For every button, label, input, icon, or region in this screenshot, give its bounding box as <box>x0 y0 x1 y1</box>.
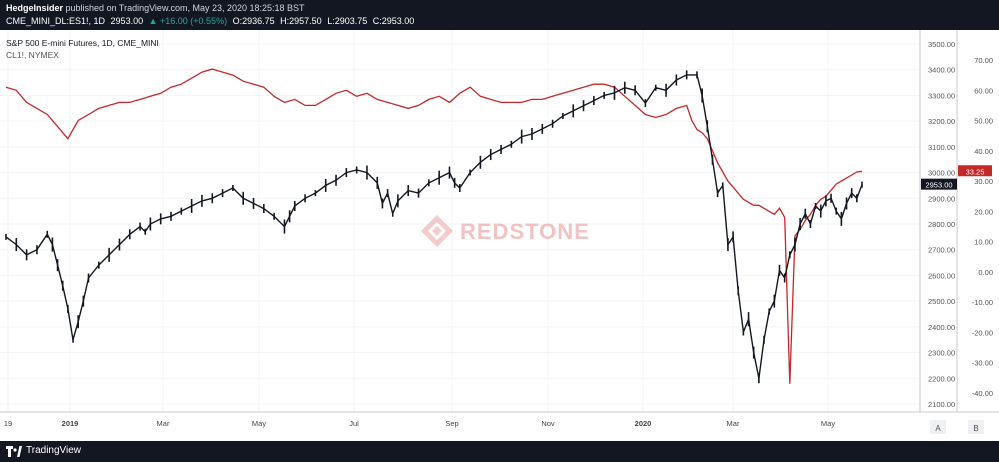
secondary-tick-label: 50.00 <box>974 117 993 126</box>
x-tick-label: Sep <box>445 419 458 428</box>
cl-series-line <box>5 68 863 384</box>
scale-button-b-label: B <box>973 424 978 433</box>
x-tick-label: 2019 <box>62 419 79 428</box>
primary-tick-label: 3200.00 <box>928 117 955 126</box>
cl-series-layer <box>5 68 863 384</box>
x-tick-label: May <box>252 419 266 428</box>
primary-tick-label: 2200.00 <box>928 374 955 383</box>
publish-text: published on TradingView.com, May 23, 20… <box>65 3 305 13</box>
low-value: L:2903.75 <box>327 16 368 26</box>
primary-tick-label: 2400.00 <box>928 323 955 332</box>
primary-tick-label: 2600.00 <box>928 271 955 280</box>
primary-tick-label: 2800.00 <box>928 220 955 229</box>
secondary-tick-label: 70.00 <box>974 56 993 65</box>
ohlc-line: CME_MINI_DL:ES1!, 1D 2953.00 ▲ +16.00 (+… <box>6 16 417 26</box>
redstone-watermark-text: REDSTONE <box>460 219 590 244</box>
x-tick-label: Nov <box>541 419 555 428</box>
author-name[interactable]: HedgeInsider <box>6 3 64 13</box>
secondary-tick-label: -30.00 <box>972 359 993 368</box>
x-tick-label: Mar <box>727 419 740 428</box>
secondary-tick-label: -40.00 <box>972 389 993 398</box>
last-value-badges: 33.25 2953.00 <box>921 165 992 190</box>
es-last-badge-text: 2953.00 <box>925 181 952 190</box>
tradingview-logo-icon <box>6 446 22 457</box>
footer-bar: TradingView <box>0 441 999 462</box>
primary-tick-label: 2700.00 <box>928 246 955 255</box>
secondary-tick-label: -20.00 <box>972 328 993 337</box>
grid-lines <box>0 30 920 412</box>
primary-tick-label: 3400.00 <box>928 66 955 75</box>
scale-button-a[interactable] <box>930 420 946 434</box>
header-bar: HedgeInsider published on TradingView.co… <box>0 0 999 30</box>
chart-area[interactable]: 3500.00 3400.00 3300.00 3200.00 3100.00 3000.… <box>0 30 999 441</box>
x-tick-label: Mar <box>157 419 170 428</box>
primary-tick-label: 3500.00 <box>928 40 955 49</box>
secondary-tick-label: 30.00 <box>974 177 993 186</box>
scale-buttons: A B <box>930 420 984 434</box>
secondary-tick-label: 40.00 <box>974 147 993 156</box>
x-tick-label: May <box>821 419 835 428</box>
legend-es[interactable]: S&P 500 E-mini Futures, 1D, CME_MINI <box>6 38 159 48</box>
redstone-logo-icon <box>421 215 453 247</box>
open-value: O:2936.75 <box>232 16 275 26</box>
primary-y-axis[interactable]: 3500.00 3400.00 3300.00 3200.00 3100.00 3000.… <box>928 40 955 409</box>
secondary-tick-label: 20.00 <box>974 207 993 216</box>
tradingview-brand[interactable]: TradingView <box>26 445 82 456</box>
secondary-tick-label: -10.00 <box>972 298 993 307</box>
scale-button-a-label: A <box>935 424 941 433</box>
publish-info: HedgeInsider published on TradingView.co… <box>6 3 305 13</box>
scale-button-b[interactable] <box>968 420 984 434</box>
high-value: H:2957.50 <box>280 16 322 26</box>
x-axis[interactable]: 19 2019 Mar May Jul Sep Nov 2020 Mar May <box>4 419 836 428</box>
x-tick-label: 2020 <box>635 419 652 428</box>
primary-tick-label: 3300.00 <box>928 91 955 100</box>
primary-tick-label: 3100.00 <box>928 143 955 152</box>
es-last-badge <box>921 178 957 190</box>
legend-cl[interactable]: CL1!, NYMEX <box>6 50 59 60</box>
last-price: 2953.00 <box>110 16 144 26</box>
secondary-tick-label: 0.00 <box>978 268 993 277</box>
x-tick-label: 19 <box>4 419 12 428</box>
primary-tick-label: 3000.00 <box>928 169 955 178</box>
price-change: ▲ +16.00 (+0.55%) <box>148 16 228 26</box>
x-tick-label: Jul <box>349 419 359 428</box>
secondary-tick-label: 60.00 <box>974 86 993 95</box>
secondary-y-axis[interactable]: 70.00 60.00 50.00 40.00 30.00 20.00 10.00 0.00 -… <box>972 56 993 398</box>
es-series-layer <box>5 70 863 384</box>
symbol-label[interactable]: CME_MINI_DL:ES1!, 1D <box>6 16 106 26</box>
primary-tick-label: 2900.00 <box>928 194 955 203</box>
secondary-tick-label: 10.00 <box>974 238 993 247</box>
primary-tick-label: 2100.00 <box>928 400 955 409</box>
primary-tick-label: 2500.00 <box>928 297 955 306</box>
close-value: C:2953.00 <box>372 16 415 26</box>
primary-tick-label: 2300.00 <box>928 349 955 358</box>
price-chart[interactable]: 3500.00 3400.00 3300.00 3200.00 3100.00 3000.… <box>0 30 999 441</box>
cl-last-badge <box>958 165 992 177</box>
redstone-watermark: REDSTONE <box>418 214 598 250</box>
cl-last-badge-text: 33.25 <box>966 167 985 176</box>
